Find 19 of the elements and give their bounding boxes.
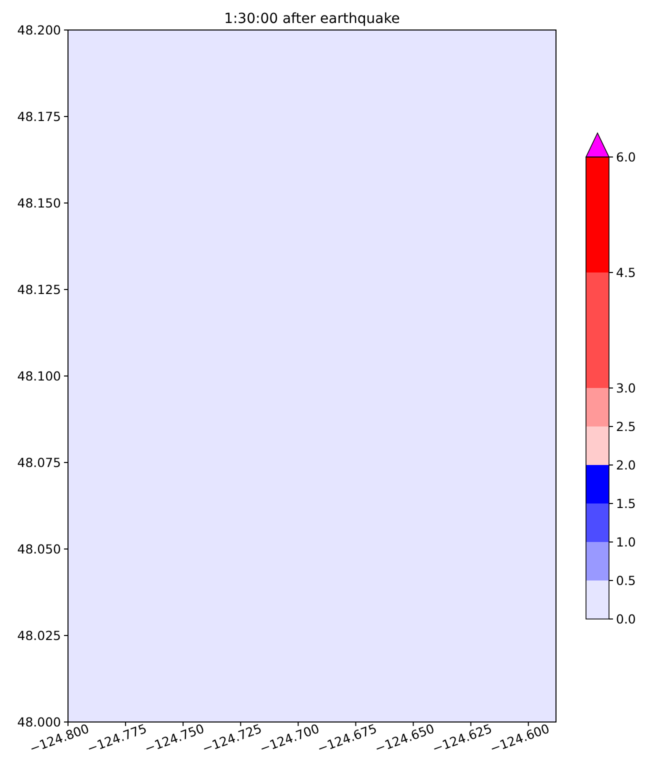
color-bar-label: 1.0: [616, 534, 636, 550]
y-tick-label: 48.200: [17, 22, 62, 38]
color-bar-label: 2.0: [616, 457, 636, 472]
color-bar-label: 0.5: [616, 572, 636, 588]
y-tick-label: 48.075: [17, 454, 61, 470]
color-bar-label: 4.5: [616, 264, 636, 280]
y-tick-label: 48.050: [17, 541, 62, 556]
chart-title: 1:30:00 after earthquake: [224, 11, 400, 27]
y-tick-label: 48.000: [17, 714, 62, 730]
color-bar-label: 0.0: [616, 611, 636, 626]
color-bar-label: 2.5: [616, 418, 636, 434]
y-tick-label: 48.150: [17, 195, 62, 210]
color-bar-label: 1.5: [616, 496, 636, 511]
color-bar-label: 6.0: [616, 149, 636, 164]
y-tick-label: 48.175: [17, 108, 61, 124]
y-tick-label: 48.125: [17, 282, 61, 297]
color-bar-label: 3.0: [616, 380, 636, 396]
y-tick-label: 48.100: [17, 368, 62, 384]
y-tick-label: 48.025: [17, 628, 61, 643]
